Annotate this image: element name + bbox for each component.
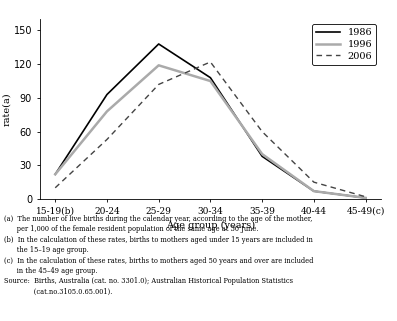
Text: (a)  The number of live births during the calendar year, according to the age of: (a) The number of live births during the… (4, 215, 313, 296)
Y-axis label: rate(a): rate(a) (2, 92, 11, 126)
Legend: 1986, 1996, 2006: 1986, 1996, 2006 (312, 24, 376, 65)
X-axis label: Age group (years): Age group (years) (166, 221, 255, 230)
